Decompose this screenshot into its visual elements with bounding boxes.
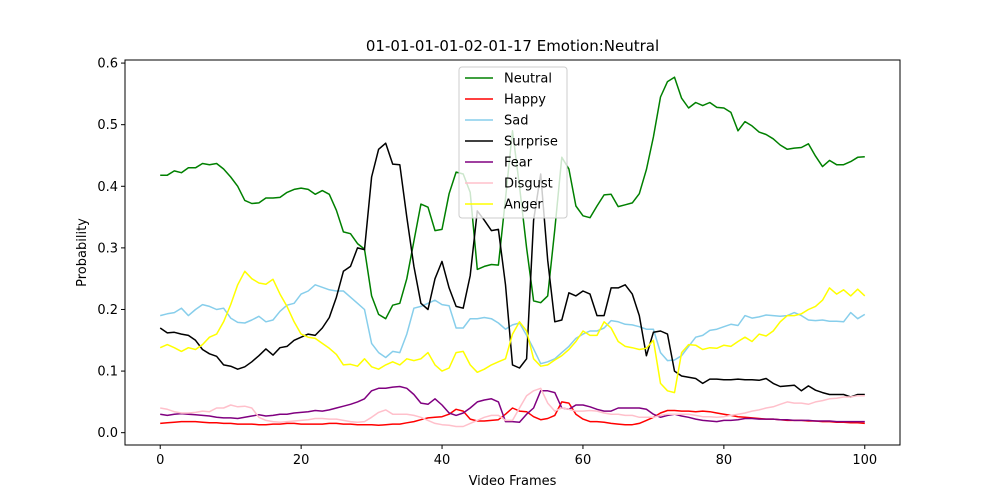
y-axis-label: Probability bbox=[75, 218, 90, 287]
y-axis: 0.0 0.1 0.2 0.3 0.4 0.5 0.6 bbox=[97, 57, 125, 441]
legend-label: Sad bbox=[504, 114, 528, 129]
series-line-anger bbox=[159, 270, 866, 394]
legend-label: Disgust bbox=[504, 177, 553, 192]
x-tick-label: 60 bbox=[575, 453, 592, 468]
legend-box bbox=[458, 66, 568, 219]
legend-label: Fear bbox=[504, 156, 533, 171]
x-axis: 0 20 40 60 80 100 bbox=[156, 445, 877, 468]
series-line-happy bbox=[160, 401, 865, 427]
y-tick-label: 0.5 bbox=[97, 118, 118, 133]
x-axis-label: Video Frames bbox=[469, 474, 557, 489]
x-tick-label: 100 bbox=[852, 453, 877, 468]
y-tick-label: 0.6 bbox=[97, 57, 118, 72]
legend-label: Happy bbox=[504, 93, 546, 108]
x-tick-label: 0 bbox=[156, 453, 164, 468]
x-tick-label: 40 bbox=[434, 453, 451, 468]
x-tick-label: 80 bbox=[716, 453, 733, 468]
y-tick-label: 0.0 bbox=[97, 426, 118, 441]
chart-title: 01-01-01-01-02-01-17 Emotion:Neutral bbox=[366, 37, 659, 55]
series-line-sad bbox=[160, 284, 866, 365]
legend-label: Neutral bbox=[504, 72, 552, 87]
series-line-surprise bbox=[159, 142, 865, 398]
y-tick-label: 0.1 bbox=[97, 365, 118, 380]
y-tick-label: 0.4 bbox=[97, 180, 118, 195]
x-tick-label: 20 bbox=[293, 453, 310, 468]
plot-lines bbox=[159, 76, 866, 428]
series-line-fear bbox=[160, 385, 865, 423]
series-line-disgust bbox=[160, 387, 865, 428]
legend-label: Surprise bbox=[504, 135, 558, 150]
y-tick-label: 0.2 bbox=[97, 303, 118, 318]
plot-frame bbox=[124, 59, 901, 446]
legend: Neutral Happy Sad Surprise Fear Disgust Anger bbox=[458, 66, 568, 219]
y-tick-label: 0.3 bbox=[97, 241, 118, 256]
legend-label: Anger bbox=[504, 198, 543, 213]
